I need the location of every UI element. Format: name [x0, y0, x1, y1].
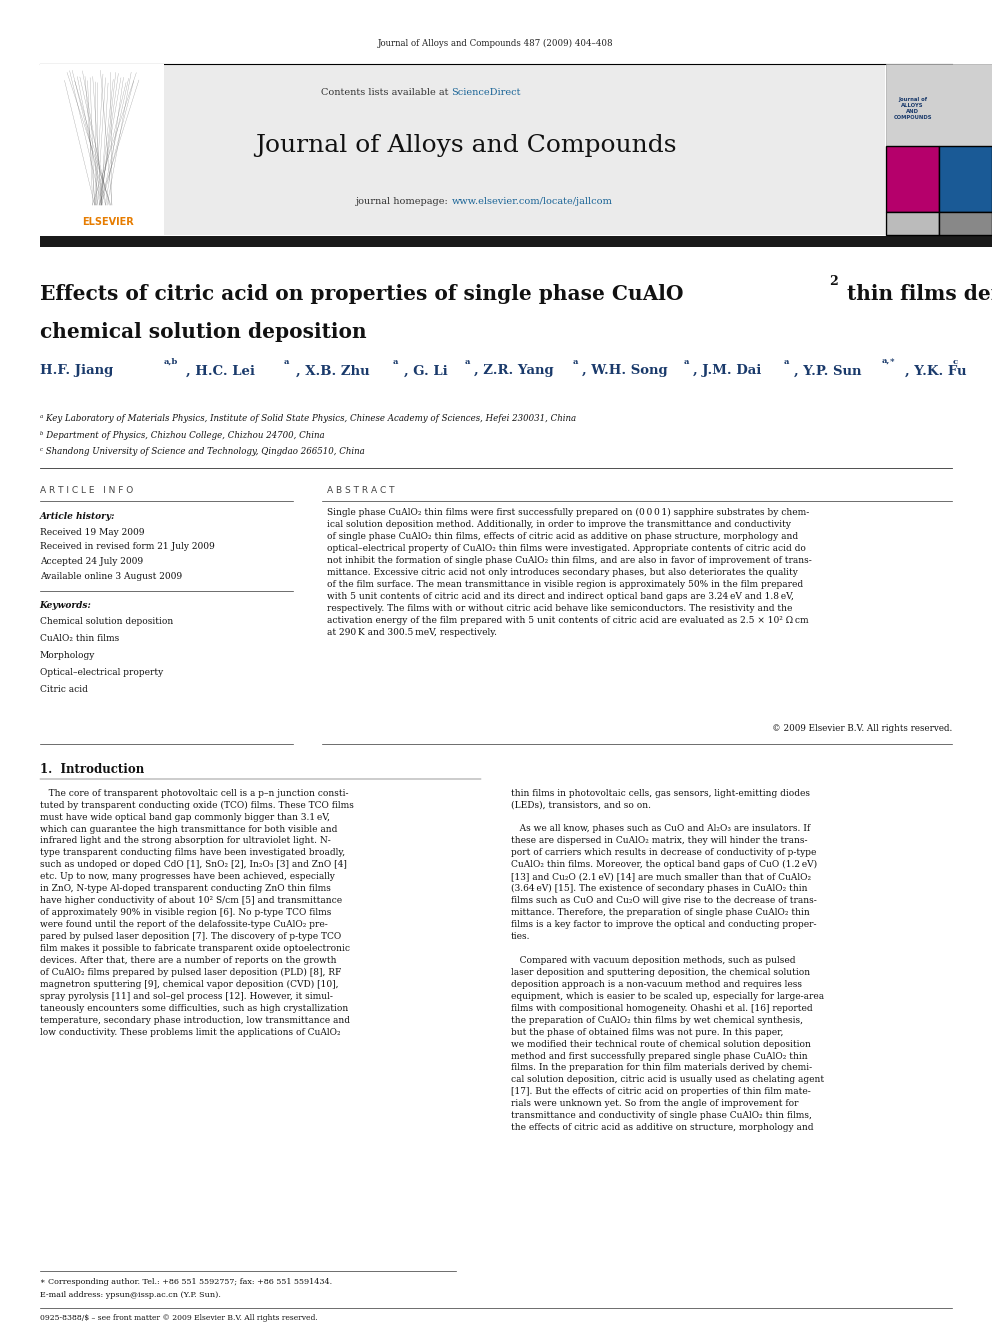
Text: www.elsevier.com/locate/jallcom: www.elsevier.com/locate/jallcom [451, 197, 612, 205]
Text: a: a [572, 357, 578, 366]
Text: a: a [393, 357, 399, 366]
Text: thin films derived by: thin films derived by [840, 283, 992, 304]
FancyBboxPatch shape [886, 212, 939, 235]
Text: , Y.P. Sun: , Y.P. Sun [794, 364, 861, 377]
Text: CuAlO₂ thin films: CuAlO₂ thin films [40, 634, 119, 643]
Text: Keywords:: Keywords: [40, 601, 91, 610]
Text: ELSEVIER: ELSEVIER [82, 217, 134, 228]
Text: Effects of citric acid on properties of single phase CuAlO: Effects of citric acid on properties of … [40, 283, 683, 304]
Text: , Z.R. Yang: , Z.R. Yang [474, 364, 554, 377]
Text: Optical–electrical property: Optical–electrical property [40, 668, 163, 677]
Text: E-mail address: ypsun@issp.ac.cn (Y.P. Sun).: E-mail address: ypsun@issp.ac.cn (Y.P. S… [40, 1291, 220, 1299]
Bar [40, 235, 992, 247]
FancyBboxPatch shape [886, 64, 992, 235]
Text: Journal of
ALLOYS
AND
COMPOUNDS: Journal of ALLOYS AND COMPOUNDS [894, 98, 931, 119]
Text: Available online 3 August 2009: Available online 3 August 2009 [40, 572, 182, 581]
FancyBboxPatch shape [40, 64, 164, 235]
Text: , W.H. Song: , W.H. Song [582, 364, 668, 377]
Text: Citric acid: Citric acid [40, 685, 87, 695]
Text: A B S T R A C T: A B S T R A C T [327, 486, 395, 495]
FancyBboxPatch shape [939, 146, 992, 212]
Text: ∗ Corresponding author. Tel.: +86 551 5592757; fax: +86 551 5591434.: ∗ Corresponding author. Tel.: +86 551 55… [40, 1278, 331, 1286]
Text: a: a [784, 357, 790, 366]
Text: a,∗: a,∗ [882, 357, 896, 366]
Text: A R T I C L E   I N F O: A R T I C L E I N F O [40, 486, 133, 495]
Text: H.F. Jiang: H.F. Jiang [40, 364, 113, 377]
Text: Single phase CuAlO₂ thin films were first successfully prepared on (0 0 0 1) sap: Single phase CuAlO₂ thin films were firs… [327, 508, 812, 636]
FancyBboxPatch shape [939, 212, 992, 235]
Text: Journal of Alloys and Compounds: Journal of Alloys and Compounds [256, 134, 677, 157]
Text: , H.C. Lei: , H.C. Lei [186, 364, 256, 377]
Text: ScienceDirect: ScienceDirect [451, 89, 521, 97]
Text: The core of transparent photovoltaic cell is a p–n junction consti-
tuted by tra: The core of transparent photovoltaic cel… [40, 789, 353, 1037]
Text: Article history:: Article history: [40, 512, 115, 521]
Text: Accepted 24 July 2009: Accepted 24 July 2009 [40, 557, 143, 566]
Text: , G. Li: , G. Li [404, 364, 447, 377]
Text: , J.M. Dai: , J.M. Dai [693, 364, 762, 377]
Text: Journal of Alloys and Compounds 487 (2009) 404–408: Journal of Alloys and Compounds 487 (200… [378, 40, 614, 48]
Text: 0925-8388/$ – see front matter © 2009 Elsevier B.V. All rights reserved.: 0925-8388/$ – see front matter © 2009 El… [40, 1314, 317, 1322]
Text: a: a [464, 357, 470, 366]
Text: c: c [952, 357, 957, 366]
Text: ᵇ Department of Physics, Chizhou College, Chizhou 24700, China: ᵇ Department of Physics, Chizhou College… [40, 431, 324, 441]
Text: 1.  Introduction: 1. Introduction [40, 763, 144, 777]
Text: a: a [284, 357, 290, 366]
Text: a,b: a,b [164, 357, 178, 366]
Text: journal homepage:: journal homepage: [355, 197, 451, 205]
Text: Morphology: Morphology [40, 651, 95, 660]
Text: a: a [683, 357, 689, 366]
Text: © 2009 Elsevier B.V. All rights reserved.: © 2009 Elsevier B.V. All rights reserved… [772, 724, 952, 733]
Text: , Y.K. Fu: , Y.K. Fu [905, 364, 966, 377]
Text: ᵃ Key Laboratory of Materials Physics, Institute of Solid State Physics, Chinese: ᵃ Key Laboratory of Materials Physics, I… [40, 414, 575, 423]
Text: chemical solution deposition: chemical solution deposition [40, 321, 366, 343]
Text: 2: 2 [829, 275, 838, 288]
FancyBboxPatch shape [40, 64, 885, 235]
FancyBboxPatch shape [886, 146, 939, 212]
Text: Contents lists available at: Contents lists available at [320, 89, 451, 97]
Text: Chemical solution deposition: Chemical solution deposition [40, 617, 173, 626]
Text: Received 19 May 2009: Received 19 May 2009 [40, 528, 144, 537]
Text: , X.B. Zhu: , X.B. Zhu [296, 364, 369, 377]
Text: thin films in photovoltaic cells, gas sensors, light-emitting diodes
(LEDs), tra: thin films in photovoltaic cells, gas se… [511, 789, 824, 1132]
Text: ᶜ Shandong University of Science and Technology, Qingdao 266510, China: ᶜ Shandong University of Science and Tec… [40, 447, 364, 456]
Text: Received in revised form 21 July 2009: Received in revised form 21 July 2009 [40, 542, 214, 552]
